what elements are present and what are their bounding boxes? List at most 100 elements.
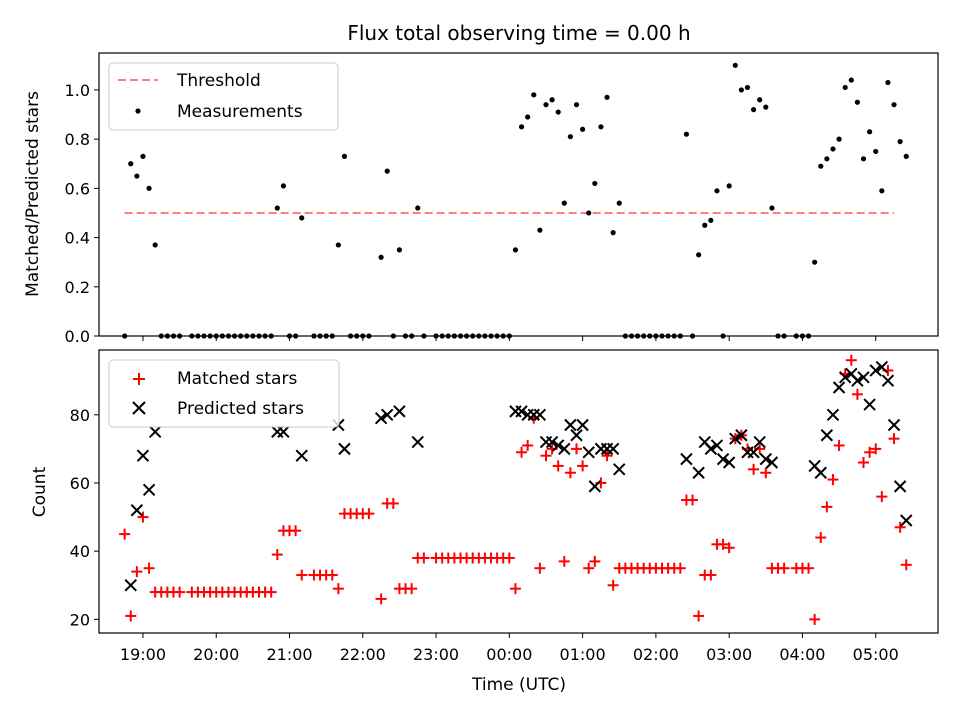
predicted-star-point: [606, 442, 620, 456]
x-stroke-b: [564, 418, 577, 432]
measurement-point: [567, 134, 574, 140]
x-stroke-b: [551, 439, 565, 452]
measurement-point: [549, 97, 555, 103]
top-y-tick-label: 0.0: [65, 327, 90, 346]
x-stroke-b: [698, 435, 711, 449]
x-stroke-b: [374, 411, 388, 425]
bottom-x-tick-label: 03:00: [706, 645, 752, 664]
bottom-y-tick-label: 40: [70, 542, 90, 561]
measurement-point: [696, 252, 702, 258]
measurement-point: [512, 247, 519, 253]
x-stroke-b: [851, 374, 864, 387]
matched-star-point: [174, 586, 186, 598]
matched-star-point: [131, 566, 143, 578]
measurement-point: [708, 217, 714, 223]
measurement-point: [146, 185, 152, 191]
top-y-ticks: 0.0 0.2 0.4 0.6 0.8 1.0: [65, 81, 99, 346]
predicted-star-point: [826, 408, 840, 421]
matched-star-point: [870, 443, 882, 455]
x-stroke-b: [704, 442, 718, 456]
predicted-star-point: [588, 480, 602, 493]
measurement-point: [891, 102, 897, 108]
x-stroke-b: [838, 371, 852, 384]
predicted-stars-series: [124, 360, 913, 592]
predicted-star-point: [710, 439, 724, 452]
predicted-star-point: [869, 364, 882, 377]
matched-star-point: [534, 562, 546, 574]
matched-star-point: [687, 494, 699, 506]
bottom-x-tick-label: 22:00: [340, 645, 386, 664]
measurement-point: [525, 114, 531, 120]
predicted-star-point: [851, 374, 864, 387]
predicted-star-point: [411, 435, 424, 449]
x-stroke-b: [148, 425, 162, 439]
x-stroke-b: [606, 442, 620, 456]
measurement-point: [616, 200, 622, 206]
predicted-star-point: [545, 435, 559, 449]
measurement-point: [867, 129, 873, 135]
predicted-star-point: [857, 371, 870, 384]
bottom-axes-frame: [98, 349, 939, 634]
matched-star-point: [693, 610, 705, 622]
matched-star-point: [375, 593, 387, 605]
predicted-star-point: [680, 452, 693, 466]
matched-star-point: [827, 474, 839, 486]
predicted-star-point: [893, 480, 907, 493]
measurement-point: [396, 247, 403, 253]
x-stroke-b: [381, 408, 394, 421]
measurement-point: [128, 161, 134, 167]
x-stroke-b: [875, 360, 889, 374]
bottom-x-tick-label: 00:00: [486, 645, 532, 664]
predicted-star-point: [148, 425, 162, 439]
x-stroke-b: [887, 418, 901, 432]
x-stroke-b: [820, 429, 834, 442]
top-y-axis-label: Matched/Predicted stars: [23, 91, 43, 297]
predicted-star-point: [374, 411, 388, 425]
x-stroke-b: [716, 452, 730, 466]
measurement-point: [683, 131, 690, 137]
measurement-point: [580, 126, 586, 132]
measurement-point: [702, 222, 708, 228]
measurement-point: [543, 102, 549, 108]
matched-star-point: [821, 501, 833, 513]
predicted-star-point: [136, 449, 150, 462]
predicted-star-point: [729, 432, 742, 445]
x-stroke-b: [747, 446, 760, 459]
x-stroke-b: [869, 364, 882, 377]
predicted-star-point: [142, 483, 156, 497]
x-stroke-b: [533, 408, 547, 421]
measurement-point: [341, 153, 348, 159]
measurement-point: [842, 84, 848, 91]
matched-star-point: [564, 467, 576, 479]
matched-star-point: [851, 388, 863, 400]
matched-star-point: [858, 457, 870, 469]
x-stroke-b: [124, 579, 137, 592]
predicted-star-point: [838, 371, 852, 384]
bottom-x-tick-label: 19:00: [120, 645, 166, 664]
predicted-star-point: [558, 442, 571, 456]
bottom-y-tick-label: 80: [70, 406, 90, 425]
matched-star-point: [265, 586, 277, 598]
measurement-point: [586, 210, 592, 216]
measurement-point: [134, 173, 140, 179]
x-stroke-b: [826, 408, 840, 421]
matched-star-point: [418, 552, 430, 564]
matched-star-point: [571, 443, 583, 455]
x-stroke-b: [710, 439, 724, 452]
top-y-tick-label: 0.2: [65, 278, 90, 297]
measurement-point: [415, 205, 421, 211]
bottom-x-tick-label: 04:00: [779, 645, 825, 664]
predicted-star-point: [130, 504, 144, 517]
measurement-point: [555, 109, 561, 115]
predicted-star-point: [338, 442, 351, 456]
matched-star-point: [296, 569, 308, 581]
measurement-point: [738, 87, 744, 93]
top-legend: Threshold Measurements: [108, 62, 339, 131]
x-stroke-b: [588, 480, 602, 493]
measurement-point: [152, 242, 158, 248]
measurement-point: [885, 79, 891, 86]
x-stroke-b: [277, 425, 290, 439]
measurement-point: [750, 107, 757, 113]
bottom-x-tick-label: 05:00: [853, 645, 899, 664]
matched-star-point: [723, 542, 735, 554]
